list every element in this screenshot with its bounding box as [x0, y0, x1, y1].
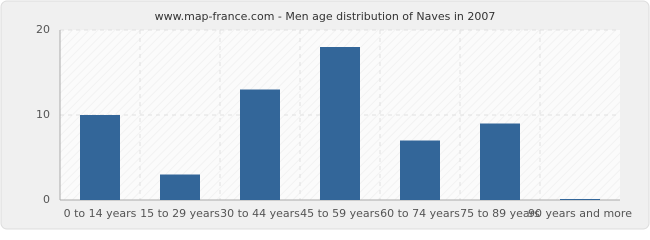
y-tick-label: 0 — [43, 193, 50, 206]
x-tick-label: 0 to 14 years — [64, 207, 137, 220]
y-tick-label: 20 — [36, 23, 50, 36]
bar — [400, 140, 440, 200]
bar — [480, 123, 520, 200]
bar — [560, 199, 600, 200]
x-tick-label: 30 to 44 years — [220, 207, 300, 220]
x-tick-label: 15 to 29 years — [140, 207, 220, 220]
chart-title: www.map-france.com - Men age distributio… — [155, 10, 496, 23]
bar — [320, 47, 360, 200]
x-tick-label: 90 years and more — [528, 207, 632, 220]
chart: www.map-france.com - Men age distributio… — [0, 0, 650, 230]
bar — [240, 89, 280, 200]
x-tick-label: 60 to 74 years — [380, 207, 460, 220]
x-tick-label: 45 to 59 years — [300, 207, 380, 220]
bar — [160, 174, 200, 200]
y-tick-label: 10 — [36, 108, 50, 121]
bar — [80, 115, 120, 200]
x-tick-label: 75 to 89 years — [460, 207, 540, 220]
